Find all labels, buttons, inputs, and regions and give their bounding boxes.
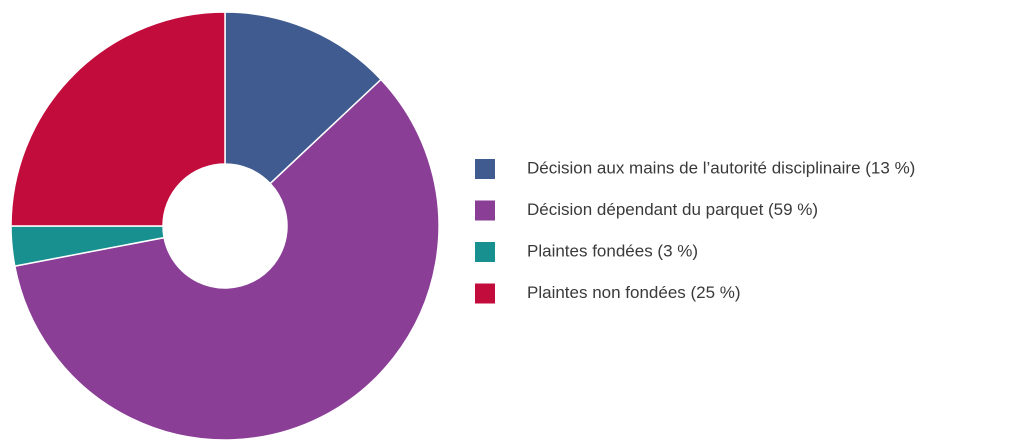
legend-label: Décision dépendant du parquet (59 %)	[527, 200, 818, 219]
legend-label: Décision aux mains de l’autorité discipl…	[527, 158, 915, 177]
donut-slice	[10, 11, 226, 227]
donut-slice	[224, 11, 383, 185]
legend-label: Plaintes fondées (3 %)	[527, 241, 698, 260]
donut-slice	[13, 78, 440, 440]
legend-swatch	[475, 242, 495, 262]
legend-swatch	[475, 159, 495, 179]
legend-swatch	[475, 283, 495, 304]
legend-swatch	[475, 200, 495, 221]
legend-label: Plaintes non fondées (25 %)	[527, 283, 741, 302]
